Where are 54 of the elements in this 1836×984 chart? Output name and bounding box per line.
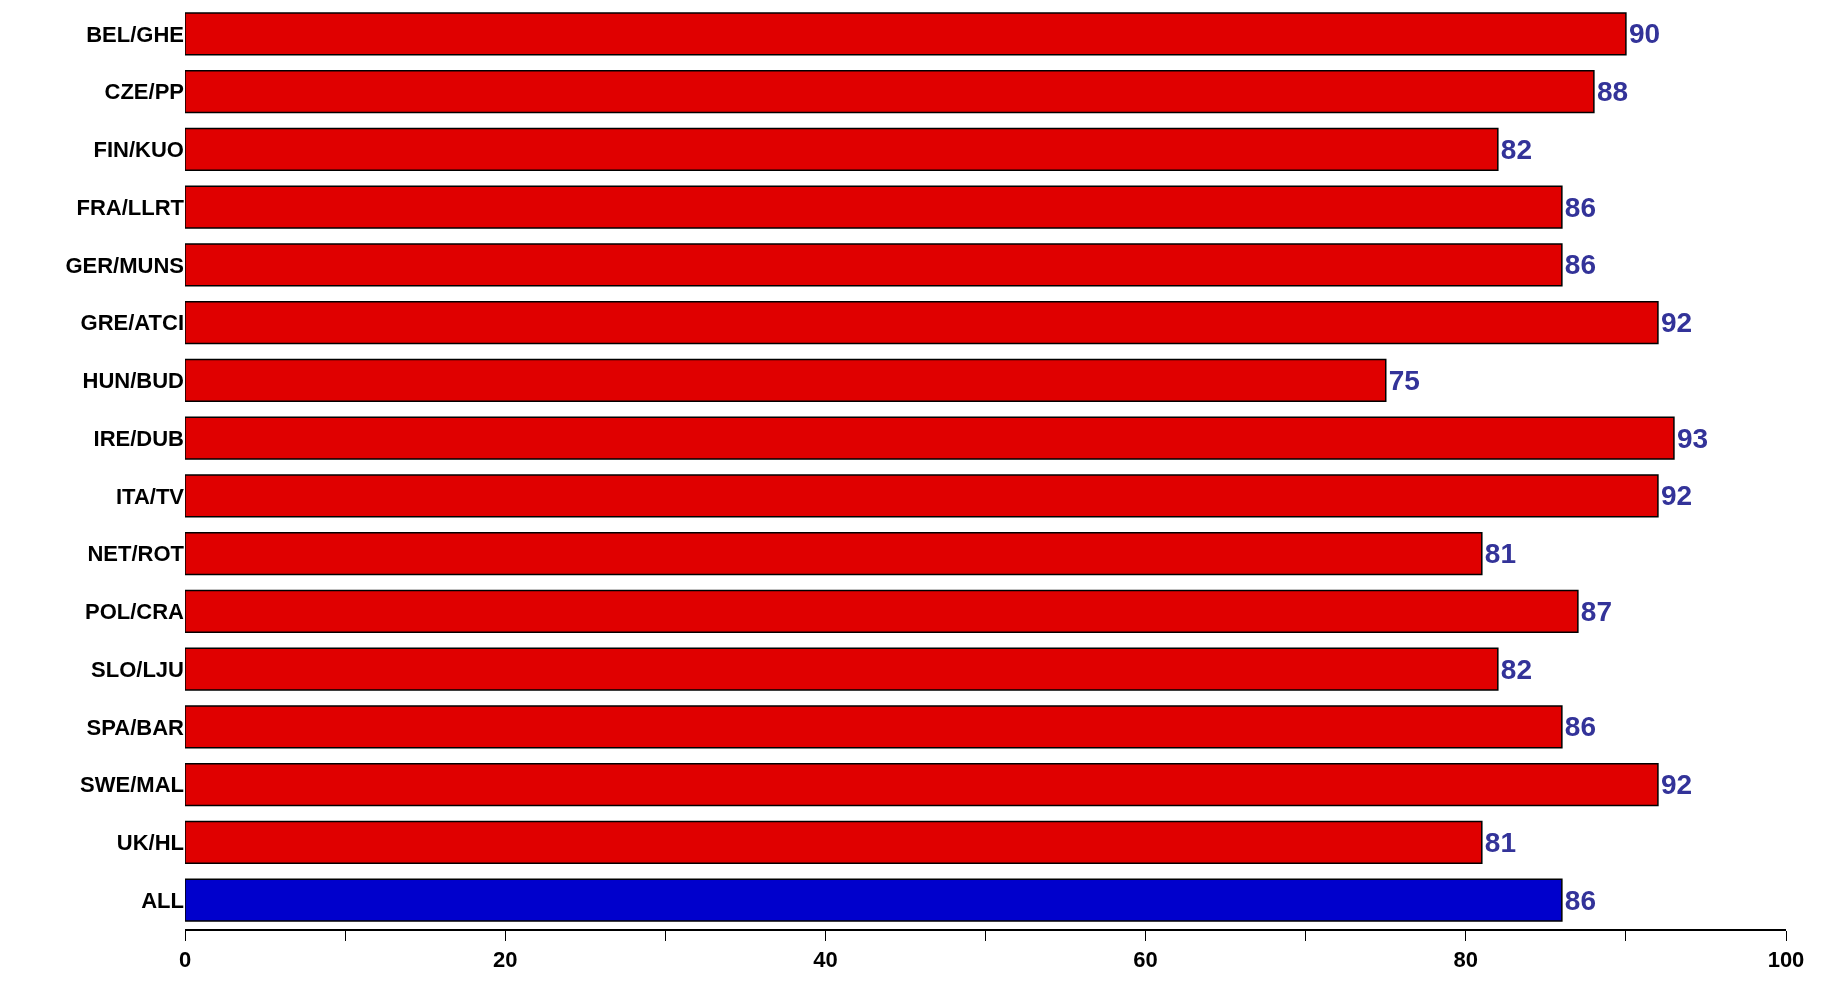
data-label: 75 xyxy=(1388,364,1420,396)
data-label: 88 xyxy=(1596,76,1629,108)
x-tick-label: 40 xyxy=(813,947,838,973)
bar xyxy=(185,127,1499,171)
data-label: 92 xyxy=(1660,769,1693,801)
bar xyxy=(185,12,1627,56)
data-label: 87 xyxy=(1580,595,1613,627)
x-tick-label: 0 xyxy=(178,947,192,973)
bar xyxy=(185,416,1675,460)
y-tick-label: UK/HL xyxy=(116,830,184,856)
y-tick-label: CZE/PP xyxy=(104,79,184,105)
bar xyxy=(185,705,1563,749)
x-tick-label: 20 xyxy=(492,947,518,973)
y-tick-label: ITA/TV xyxy=(115,483,185,509)
bar xyxy=(185,878,1563,922)
bar xyxy=(185,358,1387,402)
bar xyxy=(185,647,1499,691)
data-label: 90 xyxy=(1628,18,1661,50)
y-tick-label: HUN/BUD xyxy=(82,368,184,394)
bar xyxy=(185,532,1483,576)
x-tick-label: 80 xyxy=(1453,947,1479,973)
data-label: 86 xyxy=(1564,191,1597,223)
bar xyxy=(185,185,1563,229)
data-label: 92 xyxy=(1660,480,1693,512)
bar xyxy=(185,301,1659,345)
y-tick-label: FRA/LLRT xyxy=(76,194,185,220)
bar xyxy=(185,763,1659,807)
data-label: 86 xyxy=(1564,884,1597,916)
data-label: 82 xyxy=(1500,133,1532,165)
y-tick-label: SWE/MAL xyxy=(80,772,184,798)
y-tick-label: BEL/GHE xyxy=(86,21,184,47)
bar xyxy=(185,589,1579,633)
data-label: 92 xyxy=(1660,307,1693,339)
x-tick-label: 60 xyxy=(1133,947,1158,973)
x-tick-label: 100 xyxy=(1767,947,1805,973)
y-tick-label: FIN/KUO xyxy=(93,137,184,163)
data-label: 86 xyxy=(1564,249,1597,281)
data-label: 86 xyxy=(1564,711,1597,743)
y-tick-label: GER/MUNS xyxy=(65,252,184,278)
y-tick-label: GRE/ATCI xyxy=(80,310,184,336)
y-tick-label: IRE/DUB xyxy=(93,425,184,451)
bar xyxy=(185,243,1563,287)
data-label: 81 xyxy=(1484,538,1516,570)
y-tick-label: POL/CRA xyxy=(85,599,185,625)
y-tick-label: NET/ROT xyxy=(87,541,185,567)
data-label: 82 xyxy=(1500,653,1532,685)
data-label: 93 xyxy=(1676,422,1709,454)
y-tick-label: SPA/BAR xyxy=(86,714,185,740)
data-label: 81 xyxy=(1484,826,1516,858)
bar xyxy=(185,70,1595,114)
bar xyxy=(185,820,1483,864)
y-tick-label: ALL xyxy=(141,887,184,913)
y-tick-label: SLO/LJU xyxy=(91,656,184,682)
bar xyxy=(185,474,1659,518)
